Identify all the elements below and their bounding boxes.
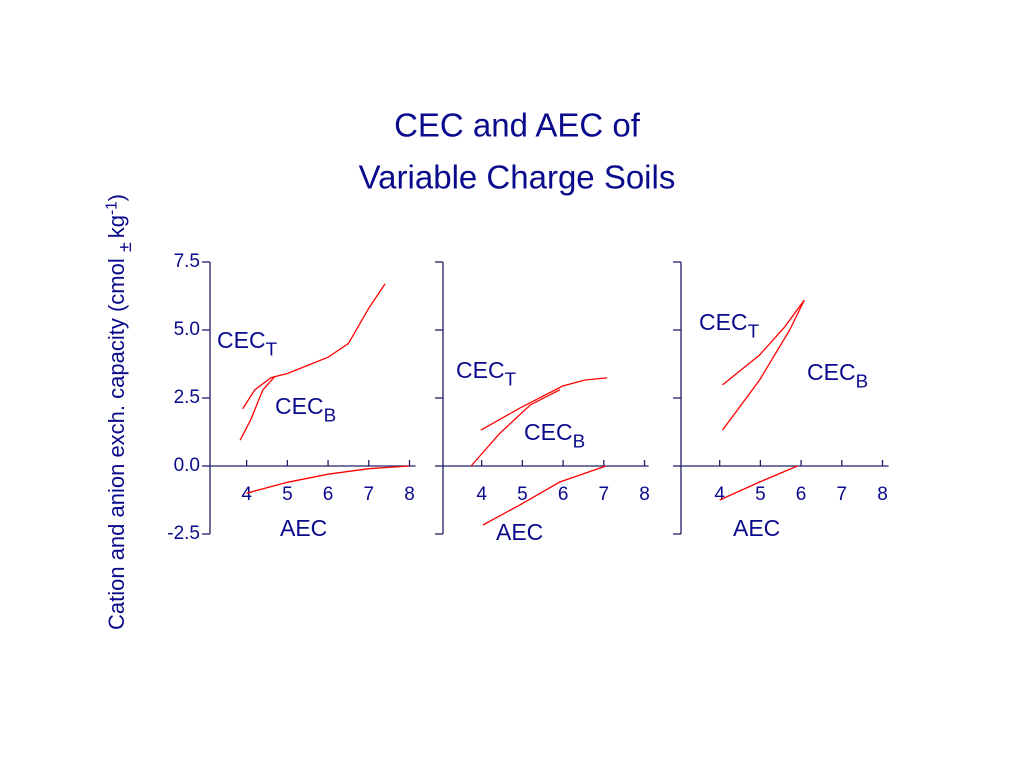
text-part: kg [104,215,129,238]
annotation: CECB [807,359,868,392]
subscript: B [856,371,869,392]
annotation: AEC [280,515,327,541]
text-part: AEC [733,515,780,541]
text-part: CEC [456,357,505,383]
chart-title: Variable Charge Soils [359,159,676,196]
superscript: -1 [103,201,120,215]
text-part: CEC [699,309,748,335]
x-tick-label: 5 [517,484,528,505]
data-line [480,377,608,431]
y-tick-label: 7.5 [174,251,200,272]
y-axis-label: Cation and anion exch. capacity (cmol ± k… [103,194,135,630]
annotation: AEC [733,515,780,541]
x-tick-label: 4 [714,484,725,505]
x-tick-label: 7 [363,484,374,505]
data-line [242,283,386,410]
subscript: B [573,431,586,452]
annotation: CECT [456,357,517,390]
x-tick-label: 6 [323,484,334,505]
annotation: CECT [699,309,760,342]
text-part: Cation and anion exch. capacity (cmol [104,252,129,630]
x-tick-label: 4 [476,484,487,505]
annotation: CECB [524,419,585,452]
subscript: B [324,405,337,426]
text-part: AEC [496,519,543,545]
x-tick-label: 4 [241,484,252,505]
x-tick-label: 7 [599,484,610,505]
text-part: CEC [275,393,324,419]
annotation: CECT [217,327,278,360]
x-tick-label: 8 [404,484,415,505]
annotation: CECB [275,393,336,426]
data-line [719,465,798,501]
y-tick-label: -2.5 [167,523,200,544]
y-tick-label: 2.5 [174,387,200,408]
x-tick-label: 5 [282,484,293,505]
data-line [246,465,410,494]
subscript: T [266,339,278,360]
x-tick-label: 6 [558,484,569,505]
y-tick-label: 5.0 [174,319,200,340]
x-tick-label: 8 [639,484,650,505]
data-line [482,465,607,526]
y-tick-label: 0.0 [174,455,200,476]
text-part: AEC [280,515,327,541]
data-line [470,389,561,467]
annotation: AEC [496,519,543,545]
data-line [721,299,805,431]
chart-title: CEC and AEC of [394,107,641,144]
x-tick-label: 5 [755,484,766,505]
text-part: CEC [524,419,573,445]
text-part: CEC [807,359,856,385]
subscript: T [505,369,517,390]
data-line [722,299,805,386]
x-tick-label: 6 [796,484,807,505]
x-tick-label: 7 [836,484,847,505]
subscript: T [748,321,760,342]
text-part: ) [104,194,129,201]
text-part: CEC [217,327,266,353]
data-line [239,375,276,441]
subscript: ± [115,242,135,252]
x-tick-label: 8 [877,484,888,505]
